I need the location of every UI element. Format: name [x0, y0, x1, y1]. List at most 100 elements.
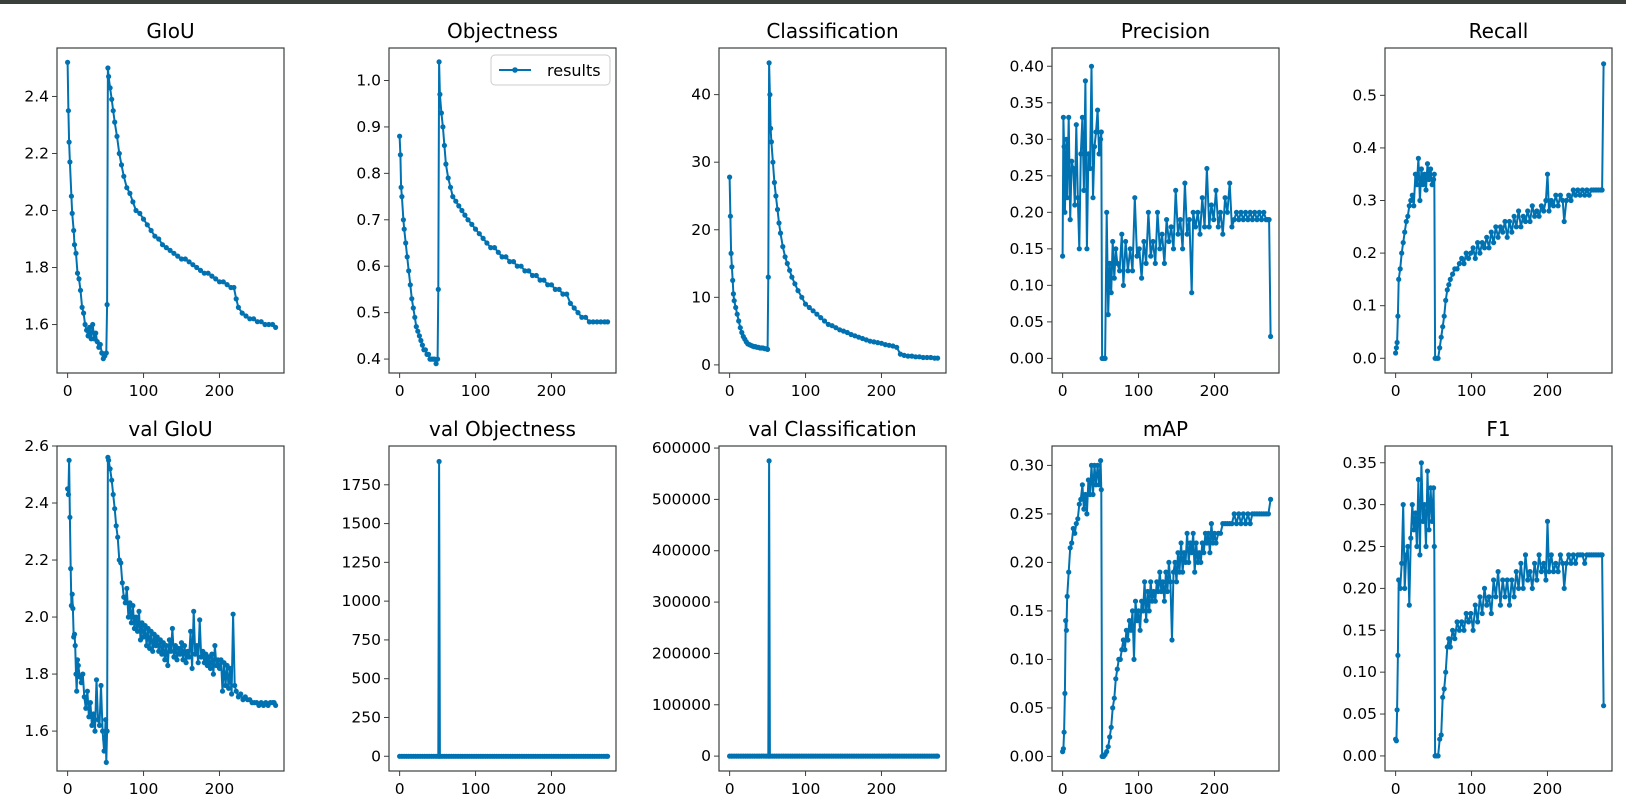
legend-marker-sample [512, 67, 518, 73]
x-tick-label: 200 [537, 780, 567, 798]
data-point [1233, 209, 1240, 215]
data-point [1152, 598, 1158, 604]
data-point [227, 665, 233, 672]
x-tick-label: 0 [63, 382, 73, 400]
data-point [571, 305, 577, 311]
y-tick-label: 0 [371, 747, 381, 765]
data-point [1444, 287, 1450, 293]
x-tick-label: 0 [395, 780, 405, 798]
data-point [765, 346, 771, 352]
data-point [768, 125, 774, 131]
data-point [1441, 686, 1447, 692]
axes-frame [1384, 445, 1613, 772]
data-point [73, 250, 79, 256]
data-point [789, 274, 795, 280]
data-point [1525, 208, 1531, 214]
data-point [1125, 637, 1131, 643]
data-point [1405, 543, 1411, 550]
data-point [1060, 253, 1066, 259]
data-point [1119, 231, 1125, 237]
data-point [114, 133, 120, 139]
data-point [792, 281, 798, 287]
data-point [1075, 516, 1081, 522]
data-point [1532, 213, 1538, 219]
data-point [1435, 355, 1441, 361]
data-point [1143, 260, 1149, 266]
data-point [1082, 78, 1088, 84]
data-point [1446, 282, 1452, 288]
data-point [110, 491, 116, 498]
data-point [1412, 171, 1418, 177]
panel-title: Recall [1469, 19, 1529, 43]
data-point [197, 617, 203, 623]
series-line-results [729, 459, 938, 758]
data-point [165, 662, 171, 669]
data-point [112, 506, 118, 512]
x-tick-label: 200 [1533, 382, 1563, 400]
data-point [1461, 261, 1467, 267]
data-point [1440, 324, 1446, 330]
data-point [518, 263, 524, 269]
data-point [1421, 171, 1428, 177]
data-point [189, 665, 195, 672]
y-tick-label: 0.25 [1342, 538, 1377, 556]
data-point [1566, 192, 1572, 198]
data-point [737, 325, 743, 331]
data-point [71, 242, 78, 248]
data-point [183, 660, 189, 666]
data-point [167, 247, 173, 253]
data-point [894, 344, 900, 350]
data-point [124, 585, 130, 592]
data-point [1424, 468, 1431, 474]
data-point [109, 96, 115, 102]
data-point [1511, 213, 1517, 219]
data-point [1544, 518, 1551, 525]
data-point [1196, 550, 1202, 556]
data-point [106, 73, 112, 80]
data-point [1069, 158, 1075, 164]
data-point [205, 270, 211, 276]
data-point [768, 139, 775, 145]
data-point [1548, 197, 1554, 204]
data-point [1465, 255, 1472, 261]
data-point [70, 605, 76, 612]
data-point [773, 193, 779, 199]
data-point [1265, 511, 1271, 517]
data-point [1506, 602, 1513, 608]
data-point [1553, 560, 1559, 566]
data-point [1073, 521, 1079, 527]
data-point [209, 651, 215, 657]
data-point [1161, 260, 1167, 266]
data-point [818, 315, 824, 321]
data-point [1062, 209, 1068, 215]
data-point [103, 350, 109, 356]
data-point [1213, 187, 1219, 193]
data-point [1511, 594, 1517, 600]
data-point [1566, 552, 1572, 558]
data-point [445, 175, 451, 181]
data-point [413, 324, 419, 330]
data-point [121, 594, 127, 600]
data-point [456, 203, 462, 209]
data-point [168, 648, 174, 654]
data-point [163, 643, 169, 649]
data-point [213, 276, 219, 282]
data-point [1418, 166, 1424, 172]
data-point [1093, 129, 1099, 135]
data-point [1497, 602, 1503, 608]
data-point [734, 311, 740, 317]
data-point [1129, 268, 1136, 274]
data-point [1502, 218, 1508, 225]
data-point [1561, 218, 1567, 225]
data-point [1437, 345, 1443, 351]
data-point [1157, 569, 1163, 575]
panel-val-objectness: val Objectness 0 100 200 0 250 500 750 1000 1250 1… [342, 417, 617, 798]
data-point [777, 230, 784, 236]
data-point [1516, 208, 1522, 214]
data-point [1247, 209, 1253, 215]
legend: results [490, 54, 611, 86]
data-point [1085, 477, 1091, 483]
axes-frame [56, 445, 285, 772]
data-point [401, 226, 407, 232]
data-point [1414, 543, 1420, 550]
